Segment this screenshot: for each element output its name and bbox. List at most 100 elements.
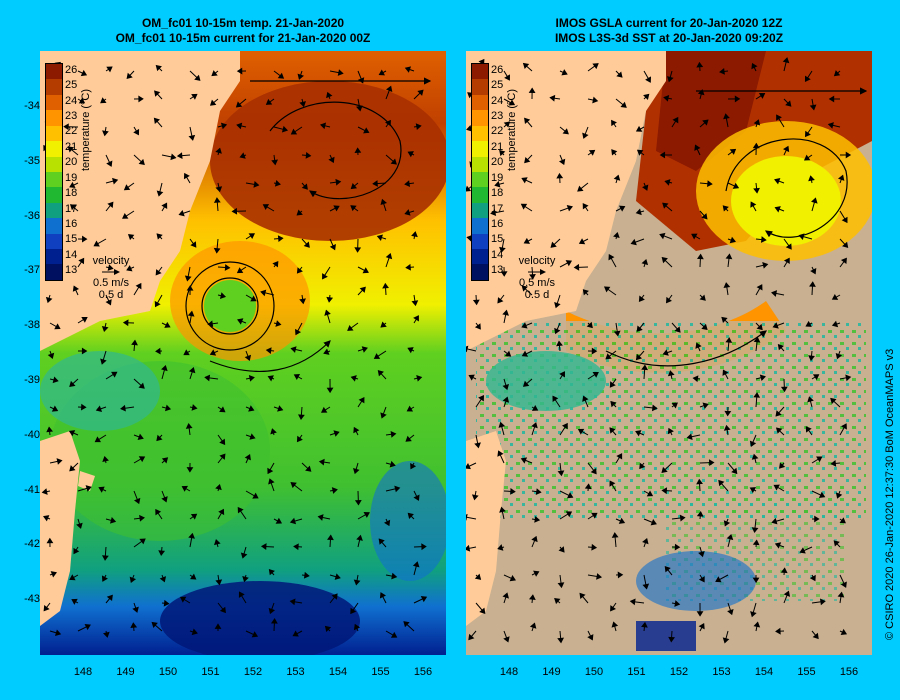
colorbar-tick-label: 18 [491, 187, 504, 200]
colorbar-tick-label: 13 [65, 264, 78, 277]
right-panel-title: IMOS GSLA current for 20-Jan-2020 12Z IM… [466, 16, 872, 46]
x-axis-label: 155 [371, 666, 390, 678]
colorbar-tick-label: 17 [491, 202, 504, 215]
velocity-speed: 0.5 m/s [518, 277, 556, 289]
y-axis-label: -41 [24, 483, 40, 496]
x-axis-label: 153 [712, 666, 731, 678]
colorbar-tick-label: 26 [65, 63, 78, 76]
velocity-title: velocity [518, 255, 556, 267]
x-axis-label: 156 [839, 666, 859, 678]
colorbar-swatch [472, 141, 488, 157]
velocity-arrow-icon [102, 269, 120, 275]
x-axis-label: 152 [669, 666, 689, 678]
colorbar-tick-label: 26 [491, 63, 504, 76]
right-map-image [466, 51, 872, 655]
colorbar-swatch [472, 94, 488, 111]
x-axis-label: 151 [627, 666, 646, 678]
colorbar-tick-label: 21 [491, 140, 504, 153]
left-map-panel: 26 25 24 23 22 21 20 19 18 17 16 15 14 13 temperature… [40, 51, 446, 655]
colorbar-swatch [46, 264, 62, 280]
colorbar-swatch [46, 233, 62, 250]
colorbar-swatch [472, 218, 488, 234]
colorbar-tick-label: 16 [491, 218, 504, 230]
colorbar-tick-label: 17 [65, 202, 78, 215]
right-map-panel: 26 25 24 23 22 21 20 19 18 17 16 15 14 13 temperature… [466, 51, 872, 655]
colorbar-tick-label: 16 [65, 218, 78, 230]
left-panel-title: OM_fc01 10-15m temp. 21-Jan-2020 OM_fc01… [40, 16, 446, 46]
velocity-duration: 0.5 d [98, 289, 124, 301]
colorbar-swatch [46, 94, 62, 111]
right-colorbar-ticks: 26 25 24 23 22 21 20 19 18 17 16 15 14 13 [491, 63, 511, 279]
velocity-arrow-icon [528, 269, 546, 275]
left-map-image [40, 51, 446, 655]
colorbar-tick-label: 19 [491, 171, 504, 184]
y-axis-label: -40 [24, 428, 40, 441]
left-colorbar [45, 63, 63, 281]
x-axis-label: 150 [158, 666, 178, 678]
colorbar-swatch [472, 110, 488, 126]
left-colorbar-label: temperature (°C) [80, 88, 92, 171]
velocity-speed: 0.5 m/s [92, 277, 130, 289]
velocity-title: velocity [92, 255, 130, 267]
colorbar-tick-label: 23 [65, 110, 78, 122]
right-colorbar [471, 63, 489, 281]
colorbar-tick-label: 14 [65, 248, 78, 261]
y-axis-label: -37 [24, 264, 40, 277]
colorbar-tick-label: 24 [65, 94, 78, 107]
colorbar-swatch [472, 187, 488, 203]
x-axis-label: 150 [584, 666, 604, 678]
colorbar-swatch [472, 264, 488, 280]
x-axis-label: 155 [797, 666, 816, 678]
colorbar-tick-label: 22 [491, 125, 504, 138]
colorbar-tick-label: 23 [491, 110, 504, 122]
colorbar-swatch [472, 202, 488, 219]
colorbar-tick-label: 13 [491, 264, 504, 277]
colorbar-swatch [472, 249, 488, 265]
colorbar-swatch [46, 218, 62, 234]
right-title-line2: IMOS L3S-3d SST at 20-Jan-2020 09:20Z [554, 31, 784, 45]
colorbar-tick-label: 22 [65, 125, 78, 138]
colorbar-tick-label: 14 [491, 248, 504, 261]
colorbar-tick-label: 19 [65, 171, 78, 184]
colorbar-tick-label: 15 [491, 233, 504, 246]
colorbar-swatch [46, 141, 62, 157]
right-velocity-legend: velocity 0.5 m/s 0.5 d [512, 255, 562, 301]
x-axis-label: 149 [542, 666, 561, 678]
x-axis-label: 151 [201, 666, 220, 678]
y-axis-label: -36 [24, 209, 40, 222]
x-axis-label: 156 [413, 666, 433, 678]
colorbar-tick-label: 25 [491, 79, 504, 92]
colorbar-tick-label: 25 [65, 79, 78, 92]
x-axis-label: 148 [499, 666, 519, 678]
colorbar-tick-label: 24 [491, 94, 504, 107]
velocity-duration: 0.5 d [524, 289, 550, 301]
colorbar-tick-label: 20 [65, 156, 78, 169]
left-velocity-legend: velocity 0.5 m/s 0.5 d [86, 255, 136, 301]
colorbar-swatch [46, 249, 62, 265]
colorbar-swatch [472, 233, 488, 250]
left-colorbar-ticks: 26 25 24 23 22 21 20 19 18 17 16 15 14 13 [65, 63, 85, 279]
x-axis-label: 152 [243, 666, 263, 678]
colorbar-swatch [46, 64, 62, 80]
left-title-line1: OM_fc01 10-15m temp. 21-Jan-2020 [141, 16, 345, 30]
colorbar-tick-label: 18 [65, 187, 78, 200]
left-title-line2: OM_fc01 10-15m current for 21-Jan-2020 0… [115, 31, 371, 45]
right-title-line1: IMOS GSLA current for 20-Jan-2020 12Z [555, 16, 783, 30]
colorbar-swatch [46, 125, 62, 142]
colorbar-swatch [472, 64, 488, 80]
right-colorbar-label: temperature (°C) [506, 88, 518, 171]
colorbar-swatch [472, 125, 488, 142]
x-axis-label: 148 [73, 666, 93, 678]
y-axis-label: -43 [24, 593, 40, 606]
colorbar-swatch [46, 202, 62, 219]
y-axis-label: -38 [24, 319, 40, 332]
y-axis-label: -39 [24, 374, 40, 386]
y-axis-label: -35 [24, 154, 40, 167]
colorbar-swatch [46, 110, 62, 126]
credit-text: © CSIRO 2020 26-Jan-2020 12:37:30 BoM Oc… [884, 348, 896, 640]
colorbar-swatch [46, 79, 62, 95]
colorbar-tick-label: 15 [65, 233, 78, 246]
x-axis-label: 154 [754, 666, 774, 678]
x-axis-label: 149 [116, 666, 135, 678]
y-axis-label: -34 [24, 100, 40, 112]
